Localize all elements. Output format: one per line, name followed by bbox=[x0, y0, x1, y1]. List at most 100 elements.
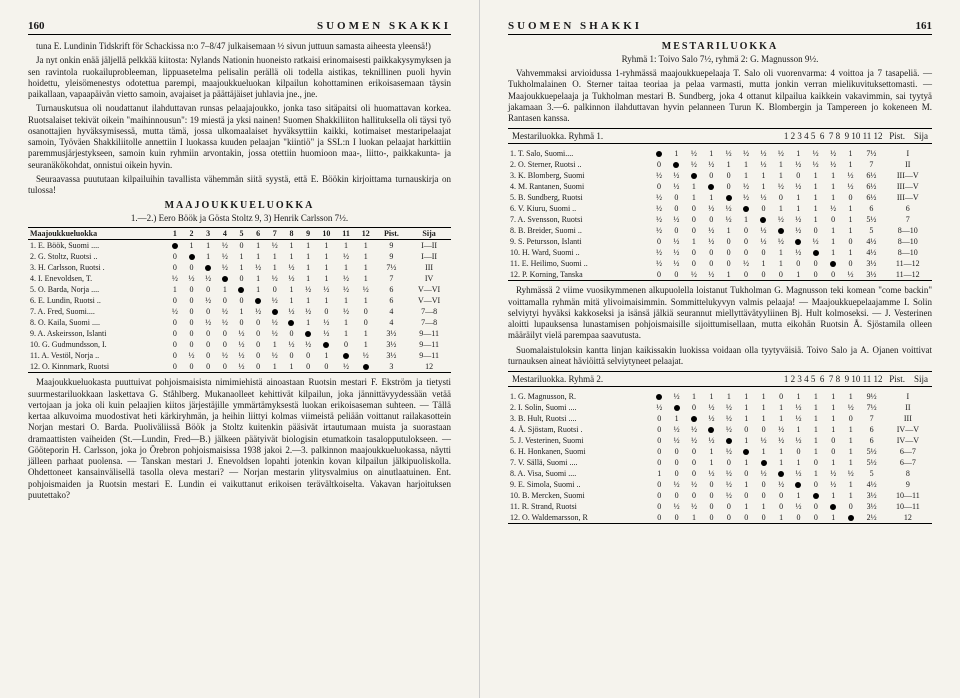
cell: ½ bbox=[336, 251, 355, 262]
pist: 4 bbox=[376, 306, 407, 317]
cell: 1 bbox=[772, 159, 789, 170]
cell: 0 bbox=[772, 192, 789, 203]
self-dot-icon bbox=[656, 151, 662, 157]
cell: ½ bbox=[233, 350, 250, 361]
cell: 1 bbox=[737, 214, 754, 225]
cell: ½ bbox=[266, 240, 283, 252]
row-name: 11. R. Strand, Ruotsi bbox=[508, 501, 651, 512]
cell: ½ bbox=[668, 391, 685, 402]
cell: 0 bbox=[167, 328, 184, 339]
cell: 1 bbox=[336, 240, 355, 252]
cell: 1 bbox=[266, 251, 283, 262]
cell: 1 bbox=[807, 424, 824, 435]
th-sija: Sija bbox=[407, 228, 451, 240]
row-name: 4. M. Rantanen, Suomi bbox=[508, 181, 650, 192]
cell: 0 bbox=[233, 295, 250, 306]
pist: 3½ bbox=[859, 490, 883, 501]
cell: 1 bbox=[685, 236, 702, 247]
cell: ½ bbox=[790, 159, 807, 170]
self-dot-icon bbox=[255, 298, 261, 304]
sija: I bbox=[884, 391, 932, 402]
cell bbox=[703, 424, 720, 435]
cell: 1 bbox=[824, 181, 841, 192]
cell: 0 bbox=[807, 225, 824, 236]
cell: ½ bbox=[300, 339, 317, 350]
cell: 1 bbox=[720, 225, 737, 236]
cell bbox=[825, 501, 842, 512]
table-row: 11. A. Vestöl, Norja ..0½0½½0½001½3½9—11 bbox=[28, 350, 451, 361]
cell: 0 bbox=[685, 446, 702, 457]
cell: 1 bbox=[825, 402, 842, 413]
cell: 0 bbox=[668, 457, 685, 468]
cell: 1 bbox=[183, 240, 200, 252]
cell bbox=[720, 192, 737, 203]
cell: 0 bbox=[738, 468, 755, 479]
cell: 1 bbox=[772, 247, 789, 258]
self-dot-icon bbox=[691, 173, 697, 179]
cell: 1 bbox=[316, 240, 336, 252]
cell: 1 bbox=[825, 512, 842, 524]
cell: ½ bbox=[772, 236, 789, 247]
cell: ½ bbox=[790, 247, 807, 258]
table-row: 7. V. Sällä, Suomi ....000101110115½6—7 bbox=[508, 457, 932, 468]
cell: ½ bbox=[200, 295, 217, 306]
cell: ½ bbox=[233, 328, 250, 339]
cell: 1 bbox=[772, 457, 789, 468]
cell: 0 bbox=[825, 446, 842, 457]
cell: 0 bbox=[216, 339, 233, 350]
cell: 0 bbox=[703, 247, 720, 258]
sija: III—V bbox=[884, 181, 932, 192]
cell: 0 bbox=[200, 361, 217, 373]
cell: ½ bbox=[703, 236, 720, 247]
left-header: 160 SUOMEN SKAKKI bbox=[28, 20, 451, 35]
self-dot-icon bbox=[673, 162, 679, 168]
table-row: 12. O. Kinnmark, Ruotsi0000½01100½312 bbox=[28, 361, 451, 373]
sija: IV—V bbox=[884, 435, 932, 446]
cell: ½ bbox=[266, 317, 283, 328]
cell: ½ bbox=[703, 435, 720, 446]
cell: 1 bbox=[842, 435, 859, 446]
cell: 0 bbox=[807, 457, 824, 468]
cell: 0 bbox=[356, 306, 376, 317]
table-row: 2. I. Solin, Suomi ....½0½½111½11½7½II bbox=[508, 402, 932, 413]
self-dot-icon bbox=[323, 342, 329, 348]
cell: 0 bbox=[651, 413, 668, 424]
cell bbox=[790, 236, 807, 247]
cell: ½ bbox=[790, 402, 807, 413]
cell bbox=[668, 159, 685, 170]
sija: 7 bbox=[884, 214, 932, 225]
cell bbox=[283, 317, 300, 328]
cell: 1 bbox=[703, 391, 720, 402]
cell: ½ bbox=[200, 273, 217, 284]
cell: 1 bbox=[824, 192, 841, 203]
cell: ½ bbox=[737, 148, 754, 159]
cell: 0 bbox=[200, 284, 217, 295]
sija: 8—10 bbox=[884, 247, 932, 258]
cell: ½ bbox=[316, 328, 336, 339]
cell bbox=[824, 258, 841, 269]
cell: 0 bbox=[755, 203, 772, 214]
cell: ½ bbox=[668, 170, 685, 181]
pist: 6 bbox=[859, 203, 883, 214]
cell: 1 bbox=[720, 159, 737, 170]
pist: 6½ bbox=[859, 181, 883, 192]
self-dot-icon bbox=[363, 364, 369, 370]
sija: 7—8 bbox=[407, 317, 451, 328]
pist: 7½ bbox=[376, 262, 407, 273]
sija: 8—10 bbox=[884, 236, 932, 247]
para: tuna E. Lundinin Tidskrift för Schackiss… bbox=[28, 41, 451, 52]
pist: 4½ bbox=[859, 479, 883, 490]
cell: ½ bbox=[216, 240, 233, 252]
cell: ½ bbox=[668, 435, 685, 446]
sija: 8—10 bbox=[884, 225, 932, 236]
self-dot-icon bbox=[691, 416, 697, 422]
pist: 9 bbox=[376, 240, 407, 252]
table-row: 2. G. Stoltz, Ruotsi ..01½111111½19I—II bbox=[28, 251, 451, 262]
row-name: 9. S. Petursson, Islanti bbox=[508, 236, 650, 247]
cell: ½ bbox=[790, 413, 807, 424]
self-dot-icon bbox=[189, 254, 195, 260]
cell: 0 bbox=[216, 295, 233, 306]
cell: 1 bbox=[755, 402, 772, 413]
row-name: 2. G. Stoltz, Ruotsi .. bbox=[28, 251, 167, 262]
table-row: 2. O. Sterner, Ruotsi ..0½½11½1½½½17II bbox=[508, 159, 932, 170]
